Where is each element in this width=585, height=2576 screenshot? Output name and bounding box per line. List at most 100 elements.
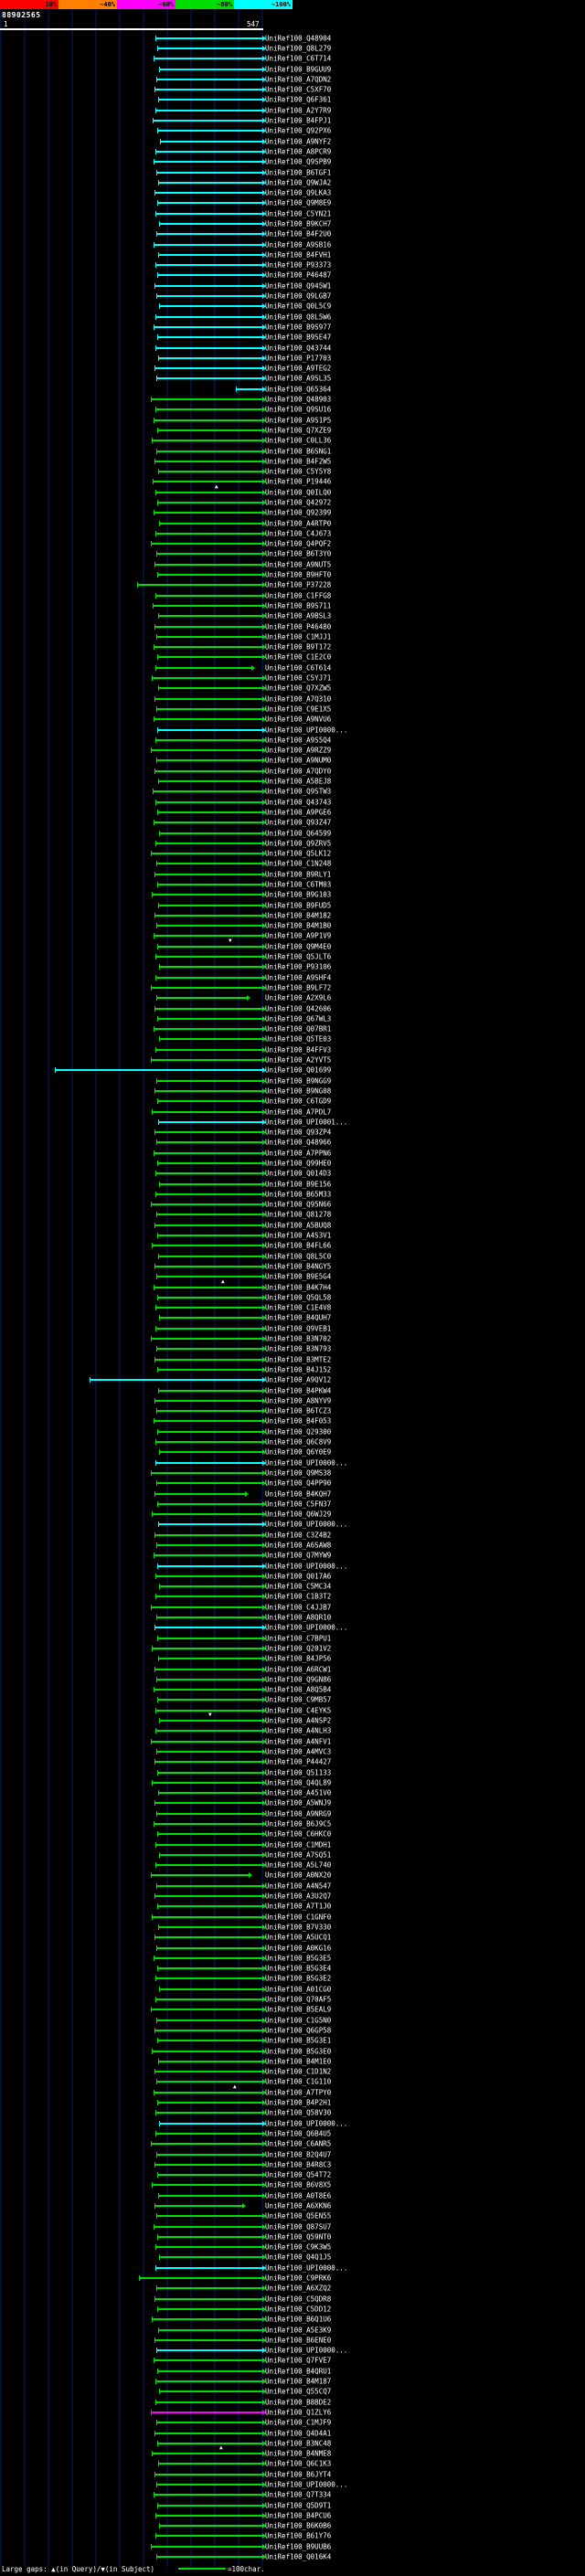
hit-row[interactable]: UniRef100_A9P1V9 [0, 931, 585, 941]
hit-label[interactable]: UniRef100_B9G103 [265, 890, 332, 899]
hit-row[interactable]: UniRef100_A5BUQ8 [0, 1220, 585, 1230]
hit-row[interactable]: UniRef100_C6HKC0 [0, 1829, 585, 1839]
hit-label[interactable]: UniRef100_Q93Z47 [265, 818, 332, 827]
hit-bar[interactable] [158, 1656, 266, 1662]
hit-bar[interactable] [152, 2182, 266, 2189]
hit-label[interactable]: UniRef100_P93373 [265, 260, 332, 270]
hit-row[interactable]: UniRef100_Q9STW3 [0, 787, 585, 797]
hit-label[interactable]: UniRef100_A9TEG2 [265, 364, 332, 373]
hit-bar[interactable] [154, 2161, 266, 2168]
hit-bar[interactable]: ▲ [154, 1278, 266, 1290]
hit-label[interactable]: UniRef100_Q92399 [265, 508, 332, 517]
hit-row[interactable]: UniRef100_B4P2H1 [0, 2097, 585, 2107]
hit-bar[interactable] [156, 923, 266, 929]
hit-row[interactable]: UniRef100_Q92399 [0, 508, 585, 518]
hit-bar[interactable] [154, 1356, 266, 1362]
hit-bar[interactable] [157, 1500, 266, 1507]
hit-bar[interactable] [157, 2038, 266, 2044]
hit-bar[interactable]: ▲ [152, 2445, 266, 2457]
hit-row[interactable]: UniRef100_B4PKW4 [0, 1385, 585, 1395]
hit-row[interactable]: UniRef100_A9QV12 [0, 1375, 585, 1385]
hit-label[interactable]: UniRef100_Q6F361 [265, 95, 332, 104]
hit-row[interactable]: UniRef100_A4N547 [0, 1881, 585, 1891]
hit-bar[interactable] [158, 2461, 266, 2467]
hit-label[interactable]: UniRef100_B5G3E5 [265, 1954, 332, 1963]
hit-bar[interactable] [156, 633, 266, 640]
hit-row[interactable]: UniRef100_A7SQ51 [0, 1850, 585, 1860]
hit-label[interactable]: UniRef100_B5EAL9 [265, 2005, 332, 2014]
hit-row[interactable]: UniRef100_A01CG0 [0, 1984, 585, 1994]
hit-bar[interactable] [159, 520, 266, 526]
hit-bar[interactable] [155, 664, 255, 671]
hit-label[interactable]: UniRef100_Q07BR1 [265, 1024, 332, 1034]
hit-bar[interactable] [158, 2058, 266, 2064]
hit-label[interactable]: UniRef100_P19446 [265, 477, 332, 486]
hit-bar[interactable] [154, 1893, 266, 1900]
hit-bar[interactable] [154, 1397, 266, 1404]
hit-label[interactable]: UniRef100_B6K0B6 [265, 2521, 332, 2530]
hit-bar[interactable] [151, 1336, 266, 1342]
hit-label[interactable]: UniRef100_C5MC34 [265, 1582, 332, 1591]
hit-row[interactable]: UniRef100_B6T3Y0 [0, 549, 585, 559]
hit-label[interactable]: UniRef100_B9RLY1 [265, 870, 332, 879]
hit-label[interactable]: UniRef100_A2YVT5 [265, 1055, 332, 1065]
hit-bar[interactable] [157, 1233, 266, 1239]
hit-row[interactable]: UniRef100_B4F2W5 [0, 456, 585, 466]
hit-label[interactable]: UniRef100_A7TPY0 [265, 2088, 332, 2097]
hit-bar[interactable] [154, 282, 266, 289]
hit-label[interactable]: UniRef100_C5YJ71 [265, 673, 332, 683]
hit-bar[interactable] [154, 1687, 266, 1693]
hit-label[interactable]: UniRef100_Q014D3 [265, 1169, 332, 1178]
hit-row[interactable]: UniRef100_Q99HE0 [0, 1158, 585, 1168]
hit-row[interactable]: UniRef100_B4M182 [0, 910, 585, 920]
hit-label[interactable]: UniRef100_Q8L5W6 [265, 313, 332, 322]
hit-bar[interactable] [156, 2554, 266, 2560]
hit-bar[interactable] [152, 1645, 266, 1651]
hit-label[interactable]: UniRef100_Q9M4E0 [265, 942, 332, 951]
hit-row[interactable]: UniRef100_Q48966 [0, 1138, 585, 1148]
hit-row[interactable]: UniRef100_Q93ZP4 [0, 1127, 585, 1137]
hit-label[interactable]: UniRef100_UPI0000... [265, 1562, 348, 1571]
hit-row[interactable]: UniRef100_C4EYK5 [0, 1705, 585, 1715]
hit-bar[interactable] [156, 448, 266, 454]
hit-bar[interactable] [152, 1779, 266, 1786]
hit-bar[interactable] [154, 1666, 266, 1672]
hit-label[interactable]: UniRef100_A7QDY0 [265, 767, 332, 776]
hit-row[interactable]: UniRef100_C6TM03 [0, 879, 585, 889]
hit-label[interactable]: UniRef100_B9NG08 [265, 1087, 332, 1096]
hit-row[interactable]: UniRef100_A3U2Q7 [0, 1891, 585, 1901]
hit-bar[interactable] [155, 1841, 266, 1848]
hit-row[interactable]: UniRef100_Q59NT0 [0, 2231, 585, 2242]
hit-label[interactable]: UniRef100_Q93ZP4 [265, 1128, 332, 1137]
hit-bar[interactable] [156, 2285, 266, 2292]
hit-row[interactable]: UniRef100_B5G3E4 [0, 1964, 585, 1974]
hit-bar[interactable] [152, 1243, 266, 1249]
hit-row[interactable]: UniRef100_A9NRG9 [0, 1808, 585, 1818]
hit-row[interactable]: UniRef100_B4M1E0 [0, 2056, 585, 2066]
hit-label[interactable]: UniRef100_A4NSP2 [265, 1716, 332, 1725]
hit-row[interactable]: UniRef100_C1G110 [0, 2077, 585, 2087]
hit-label[interactable]: UniRef100_B4K7H4 [265, 1283, 332, 1292]
hit-bar[interactable] [155, 840, 266, 846]
hit-label[interactable]: UniRef100_Q9SU16 [265, 405, 332, 414]
hit-label[interactable]: UniRef100_Q64599 [265, 829, 332, 837]
hit-row[interactable]: UniRef100_C3Z4B2 [0, 1530, 585, 1540]
hit-bar[interactable] [157, 45, 266, 51]
hit-label[interactable]: UniRef100_A9NUM0 [265, 756, 332, 765]
hit-row[interactable]: UniRef100_Q201V2 [0, 1643, 585, 1653]
hit-label[interactable]: UniRef100_C9MB57 [265, 1695, 332, 1704]
hit-bar[interactable] [156, 758, 266, 764]
hit-bar[interactable] [154, 1800, 266, 1807]
hit-bar[interactable] [154, 1150, 266, 1156]
hit-row[interactable]: UniRef100_B5G3E2 [0, 1974, 585, 1984]
hit-bar[interactable] [155, 2110, 266, 2116]
hit-label[interactable]: UniRef100_Q8L5C0 [265, 1252, 332, 1261]
hit-bar[interactable] [155, 530, 266, 536]
hit-row[interactable]: UniRef100_B9SE47 [0, 333, 585, 343]
hit-row[interactable]: UniRef100_A9NVU6 [0, 715, 585, 725]
hit-bar[interactable] [156, 2482, 266, 2487]
hit-label[interactable]: UniRef100_A5E3K9 [265, 2326, 332, 2335]
hit-row[interactable]: UniRef100_B6TCZ3 [0, 1405, 585, 1415]
hit-bar[interactable] [155, 345, 266, 351]
hit-label[interactable]: UniRef100_B9S977 [265, 323, 332, 332]
